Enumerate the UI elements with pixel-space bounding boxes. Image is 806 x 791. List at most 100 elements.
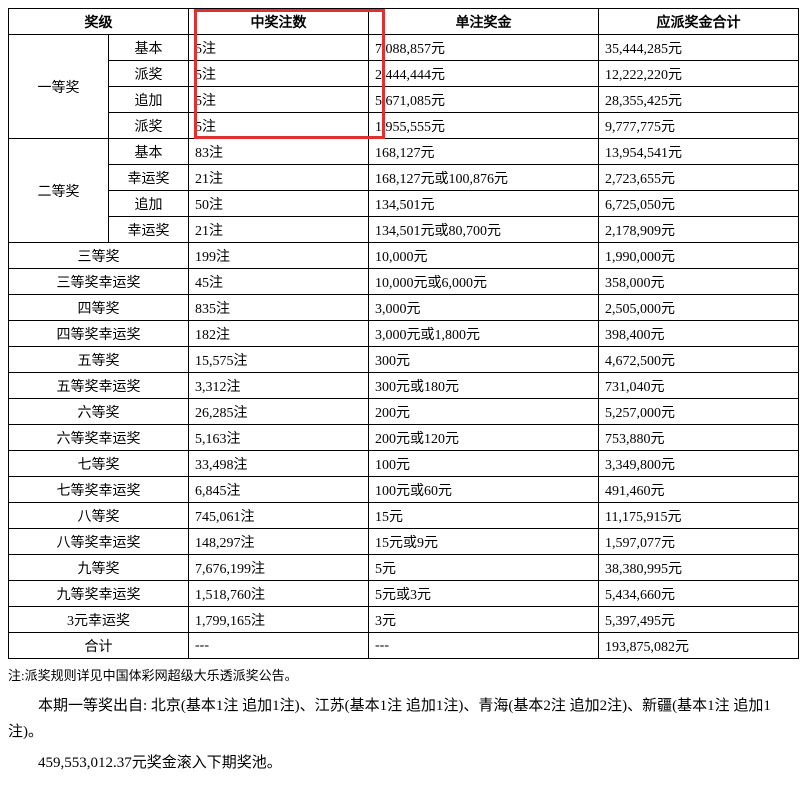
prize-table: 奖级 中奖注数 单注奖金 应派奖金合计 一等奖基本5注7,088,857元35,… [8, 8, 799, 659]
table-row: 四等奖835注3,000元2,505,000元 [9, 295, 799, 321]
total-row: 合计------193,875,082元 [9, 633, 799, 659]
table-row: 三等奖幸运奖45注10,000元或6,000元358,000元 [9, 269, 799, 295]
level-cell: 3元幸运奖 [9, 607, 189, 633]
level-cell: 五等奖幸运奖 [9, 373, 189, 399]
count-cell: 33,498注 [189, 451, 369, 477]
level-cell: 七等奖 [9, 451, 189, 477]
table-row: 一等奖基本5注7,088,857元35,444,285元 [9, 35, 799, 61]
level-cell: 六等奖幸运奖 [9, 425, 189, 451]
prize-cell: 100元或60元 [369, 477, 599, 503]
count-cell: 1,518,760注 [189, 581, 369, 607]
prize-cell: 134,501元或80,700元 [369, 217, 599, 243]
subtype-cell: 幸运奖 [109, 217, 189, 243]
table-row: 派奖5注2,444,444元12,222,220元 [9, 61, 799, 87]
subtype-cell: 幸运奖 [109, 165, 189, 191]
table-row: 八等奖745,061注15元11,175,915元 [9, 503, 799, 529]
prize-cell: 5元或3元 [369, 581, 599, 607]
level-cell: 二等奖 [9, 139, 109, 243]
prize-cell: 168,127元 [369, 139, 599, 165]
total-cell: 13,954,541元 [599, 139, 799, 165]
level-cell: 三等奖 [9, 243, 189, 269]
prize-cell: 10,000元 [369, 243, 599, 269]
header-total: 应派奖金合计 [599, 9, 799, 35]
count-cell: 26,285注 [189, 399, 369, 425]
header-row: 奖级 中奖注数 单注奖金 应派奖金合计 [9, 9, 799, 35]
total-cell: 398,400元 [599, 321, 799, 347]
prize-cell: 168,127元或100,876元 [369, 165, 599, 191]
count-cell: 148,297注 [189, 529, 369, 555]
prize-cell: --- [369, 633, 599, 659]
prize-cell: 3,000元或1,800元 [369, 321, 599, 347]
total-cell: 5,434,660元 [599, 581, 799, 607]
count-cell: 182注 [189, 321, 369, 347]
prize-cell: 5,671,085元 [369, 87, 599, 113]
total-cell: 2,178,909元 [599, 217, 799, 243]
count-cell: 745,061注 [189, 503, 369, 529]
prize-cell: 5元 [369, 555, 599, 581]
prize-cell: 15元或9元 [369, 529, 599, 555]
total-cell: 28,355,425元 [599, 87, 799, 113]
total-cell: 5,257,000元 [599, 399, 799, 425]
winners-paragraph: 本期一等奖出自: 北京(基本1注 追加1注)、江苏(基本1注 追加1注)、青海(… [8, 694, 798, 745]
count-cell: 5注 [189, 113, 369, 139]
level-cell: 合计 [9, 633, 189, 659]
prize-cell: 7,088,857元 [369, 35, 599, 61]
total-cell: 2,723,655元 [599, 165, 799, 191]
prize-cell: 300元或180元 [369, 373, 599, 399]
count-cell: 50注 [189, 191, 369, 217]
total-cell: 193,875,082元 [599, 633, 799, 659]
table-row: 六等奖幸运奖5,163注200元或120元753,880元 [9, 425, 799, 451]
prize-cell: 1,955,555元 [369, 113, 599, 139]
table-row: 七等奖33,498注100元3,349,800元 [9, 451, 799, 477]
table-row: 四等奖幸运奖182注3,000元或1,800元398,400元 [9, 321, 799, 347]
prize-cell: 200元 [369, 399, 599, 425]
count-cell: 45注 [189, 269, 369, 295]
total-cell: 6,725,050元 [599, 191, 799, 217]
subtype-cell: 基本 [109, 139, 189, 165]
total-cell: 2,505,000元 [599, 295, 799, 321]
total-cell: 12,222,220元 [599, 61, 799, 87]
table-row: 二等奖基本83注168,127元13,954,541元 [9, 139, 799, 165]
prize-cell: 3元 [369, 607, 599, 633]
count-cell: 1,799,165注 [189, 607, 369, 633]
total-cell: 9,777,775元 [599, 113, 799, 139]
header-level: 奖级 [9, 9, 189, 35]
table-wrapper: 奖级 中奖注数 单注奖金 应派奖金合计 一等奖基本5注7,088,857元35,… [8, 8, 798, 659]
subtype-cell: 派奖 [109, 61, 189, 87]
prize-cell: 200元或120元 [369, 425, 599, 451]
level-cell: 九等奖幸运奖 [9, 581, 189, 607]
level-cell: 八等奖幸运奖 [9, 529, 189, 555]
total-cell: 731,040元 [599, 373, 799, 399]
total-cell: 491,460元 [599, 477, 799, 503]
table-row: 五等奖幸运奖3,312注300元或180元731,040元 [9, 373, 799, 399]
total-cell: 1,597,077元 [599, 529, 799, 555]
header-count: 中奖注数 [189, 9, 369, 35]
level-cell: 四等奖 [9, 295, 189, 321]
table-row: 3元幸运奖1,799,165注3元5,397,495元 [9, 607, 799, 633]
table-row: 九等奖幸运奖1,518,760注5元或3元5,434,660元 [9, 581, 799, 607]
table-row: 幸运奖21注134,501元或80,700元2,178,909元 [9, 217, 799, 243]
table-row: 三等奖199注10,000元1,990,000元 [9, 243, 799, 269]
table-row: 追加5注5,671,085元28,355,425元 [9, 87, 799, 113]
count-cell: 83注 [189, 139, 369, 165]
count-cell: 835注 [189, 295, 369, 321]
total-cell: 11,175,915元 [599, 503, 799, 529]
prize-cell: 300元 [369, 347, 599, 373]
total-cell: 358,000元 [599, 269, 799, 295]
level-cell: 八等奖 [9, 503, 189, 529]
total-cell: 35,444,285元 [599, 35, 799, 61]
count-cell: 21注 [189, 217, 369, 243]
count-cell: --- [189, 633, 369, 659]
level-cell: 六等奖 [9, 399, 189, 425]
total-cell: 3,349,800元 [599, 451, 799, 477]
level-cell: 一等奖 [9, 35, 109, 139]
table-row: 派奖5注1,955,555元9,777,775元 [9, 113, 799, 139]
table-row: 追加50注134,501元6,725,050元 [9, 191, 799, 217]
count-cell: 3,312注 [189, 373, 369, 399]
prize-cell: 2,444,444元 [369, 61, 599, 87]
count-cell: 15,575注 [189, 347, 369, 373]
count-cell: 5注 [189, 87, 369, 113]
count-cell: 7,676,199注 [189, 555, 369, 581]
total-cell: 1,990,000元 [599, 243, 799, 269]
total-cell: 38,380,995元 [599, 555, 799, 581]
